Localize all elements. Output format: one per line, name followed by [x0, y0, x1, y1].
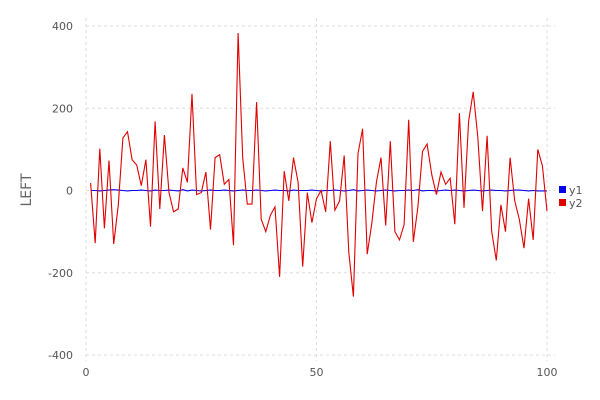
series-line-y2	[90, 32, 548, 297]
y-tick-label: 200	[52, 102, 73, 115]
legend-swatch-y2	[559, 199, 566, 206]
x-axis-ticks: 0 50 100	[83, 366, 558, 379]
y-axis-ticks: -400 -200 0 200 400	[48, 20, 73, 362]
legend-label-y1: y1	[569, 184, 583, 197]
legend-label-y2: y2	[569, 197, 583, 210]
x-tick-label: 0	[83, 366, 90, 379]
x-tick-label: 50	[310, 366, 324, 379]
y-tick-label: -200	[48, 267, 73, 280]
series-lines	[90, 32, 548, 297]
y-tick-label: -400	[48, 349, 73, 362]
x-tick-label: 100	[537, 366, 558, 379]
y-tick-label: 0	[66, 185, 73, 198]
legend-swatch-y1	[559, 186, 566, 193]
y-axis-label: LEFT	[19, 173, 35, 206]
grid	[85, 18, 555, 361]
y-tick-label: 400	[52, 20, 73, 33]
series-line-y1	[90, 189, 547, 192]
